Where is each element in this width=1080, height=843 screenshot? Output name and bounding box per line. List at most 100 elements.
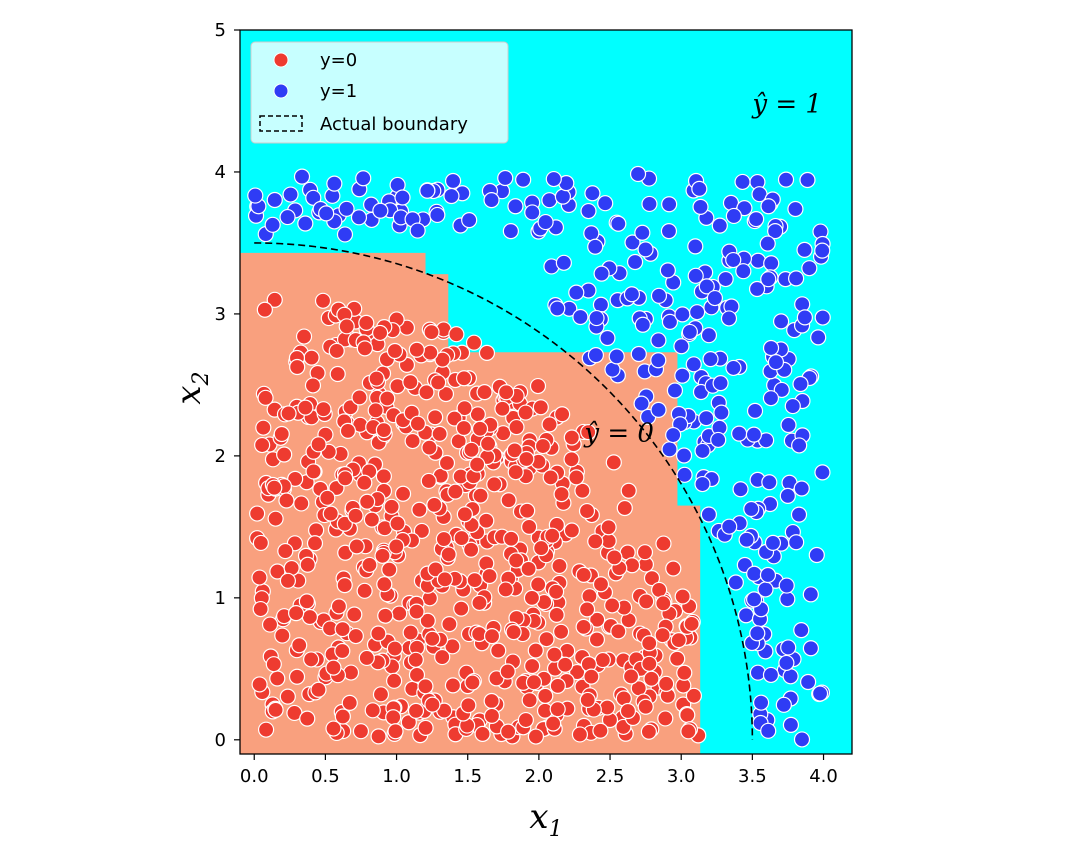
point-y1 (748, 280, 766, 298)
point-y0 (527, 728, 545, 745)
point-y1 (247, 187, 264, 204)
point-y0 (252, 534, 269, 552)
point-y1 (802, 640, 819, 657)
point-y0 (305, 463, 322, 480)
point-y0 (407, 702, 425, 719)
point-y0 (479, 435, 497, 452)
point-y0 (287, 470, 304, 487)
actual-boundary (254, 242, 754, 740)
point-y0 (519, 502, 536, 519)
point-y1 (725, 207, 742, 225)
point-y1 (572, 308, 589, 326)
point-y0 (377, 607, 394, 624)
point-y1 (746, 402, 764, 420)
point-y0 (665, 560, 682, 577)
point-y0 (298, 593, 315, 610)
point-y0 (386, 342, 404, 360)
point-y0 (338, 318, 355, 335)
point-y0 (527, 642, 544, 659)
point-y1 (637, 241, 654, 258)
point-y0 (435, 530, 452, 548)
point-y1 (685, 356, 702, 373)
point-y1 (793, 731, 811, 748)
point-y0 (456, 400, 473, 417)
point-y0 (314, 292, 332, 309)
point-y1 (778, 654, 795, 672)
point-y0 (422, 344, 439, 361)
y-tick-label: 5 (215, 20, 226, 41)
point-y0 (348, 538, 365, 555)
point-y0 (266, 479, 283, 496)
y-axis-label-sub: 2 (189, 371, 214, 386)
point-y1 (641, 195, 658, 213)
point-y1 (731, 425, 748, 442)
point-y0 (507, 464, 524, 481)
y-axis-label: x2 (169, 371, 214, 404)
point-y0 (423, 324, 440, 341)
point-y1 (760, 198, 777, 215)
points-y1 (247, 165, 831, 748)
point-y1 (698, 409, 715, 427)
point-y0 (503, 530, 520, 547)
point-y0 (337, 470, 354, 487)
point-y0 (289, 358, 306, 376)
point-y1 (608, 348, 625, 365)
x-tick-label: 2.5 (596, 766, 625, 787)
point-y1 (791, 437, 808, 454)
point-y0 (498, 384, 515, 401)
point-y0 (440, 546, 457, 563)
point-y0 (651, 581, 668, 599)
point-y0 (655, 595, 672, 612)
point-y1 (264, 216, 281, 233)
point-y1 (673, 338, 690, 355)
point-y0 (546, 646, 563, 663)
point-y1 (737, 607, 755, 624)
legend-label-boundary: Actual boundary (320, 114, 468, 135)
point-y1 (279, 208, 296, 226)
point-y1 (793, 480, 810, 497)
point-y1 (675, 447, 693, 464)
point-y0 (431, 425, 448, 442)
point-y1 (780, 416, 797, 434)
point-y0 (548, 606, 565, 623)
point-y0 (310, 436, 327, 453)
point-y1 (610, 215, 627, 232)
point-y1 (661, 196, 678, 213)
point-y1 (759, 566, 777, 584)
point-y0 (381, 561, 398, 578)
x-tick-label: 3.5 (738, 766, 767, 787)
point-y0 (490, 642, 507, 659)
point-y0 (400, 714, 417, 731)
point-y0 (434, 648, 451, 666)
point-y0 (254, 436, 271, 454)
point-y0 (407, 651, 424, 668)
point-y1 (583, 225, 600, 242)
point-y0 (370, 625, 387, 642)
point-y1 (350, 209, 368, 226)
plot-frame (239, 29, 853, 755)
point-y0 (506, 442, 523, 459)
point-y0 (544, 527, 561, 544)
y-tick-label: 4 (215, 162, 226, 183)
point-y1 (753, 694, 770, 711)
point-y1 (727, 574, 744, 591)
point-y0 (563, 451, 580, 468)
point-y1 (338, 200, 355, 217)
x-axis-label: x1 (529, 797, 562, 842)
point-y1 (409, 222, 426, 239)
point-y1 (735, 263, 752, 280)
point-y1 (692, 198, 709, 215)
point-y0 (542, 469, 559, 486)
point-y1 (814, 309, 831, 326)
point-y1 (537, 213, 554, 231)
point-y0 (394, 485, 412, 502)
point-y1 (698, 278, 715, 295)
point-y0 (419, 612, 436, 629)
point-y0 (364, 702, 381, 719)
point-y0 (508, 418, 525, 436)
point-y0 (622, 668, 640, 685)
point-y0 (404, 432, 421, 450)
point-y0 (371, 324, 389, 342)
point-y0 (374, 547, 391, 564)
point-y0 (427, 409, 444, 426)
